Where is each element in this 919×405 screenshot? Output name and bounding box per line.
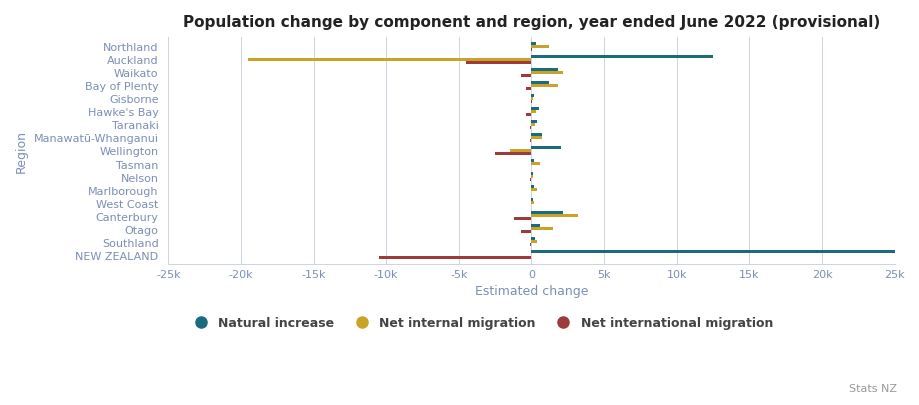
X-axis label: Estimated change: Estimated change — [474, 285, 587, 298]
Bar — [521, 75, 531, 77]
Bar — [531, 228, 552, 230]
Bar — [531, 238, 535, 241]
Bar — [531, 212, 562, 215]
Bar — [531, 69, 557, 72]
Bar — [531, 137, 541, 140]
Bar — [529, 127, 531, 130]
Text: Stats NZ: Stats NZ — [848, 383, 896, 393]
Bar — [531, 134, 541, 136]
Bar — [531, 189, 536, 192]
Bar — [531, 173, 532, 176]
Bar — [531, 163, 539, 166]
Bar — [248, 59, 531, 62]
Bar — [531, 147, 560, 149]
Bar — [531, 160, 534, 163]
Bar — [531, 251, 893, 254]
Bar — [531, 215, 577, 217]
Bar — [531, 121, 536, 124]
Bar — [509, 150, 531, 153]
Title: Population change by component and region, year ended June 2022 (provisional): Population change by component and regio… — [183, 15, 879, 30]
Bar — [531, 46, 549, 49]
Bar — [531, 43, 535, 46]
Bar — [531, 111, 535, 113]
Bar — [379, 257, 531, 260]
Bar — [531, 225, 539, 228]
Bar — [531, 202, 533, 205]
Bar — [531, 82, 549, 85]
Bar — [494, 153, 531, 156]
Bar — [514, 217, 531, 220]
Bar — [466, 62, 531, 64]
Bar — [521, 230, 531, 233]
Bar — [531, 186, 533, 189]
Y-axis label: Region: Region — [15, 130, 28, 173]
Bar — [531, 108, 539, 111]
Bar — [531, 95, 534, 98]
Bar — [531, 176, 532, 179]
Bar — [531, 98, 532, 100]
Bar — [531, 199, 532, 202]
Bar — [531, 241, 537, 243]
Bar — [531, 72, 562, 75]
Bar — [529, 179, 531, 181]
Bar — [531, 85, 557, 87]
Bar — [531, 124, 535, 126]
Bar — [525, 87, 531, 90]
Bar — [531, 56, 712, 59]
Bar — [525, 114, 531, 117]
Bar — [529, 140, 531, 143]
Bar — [529, 244, 531, 247]
Legend: Natural increase, Net internal migration, Net international migration: Natural increase, Net internal migration… — [183, 311, 777, 334]
